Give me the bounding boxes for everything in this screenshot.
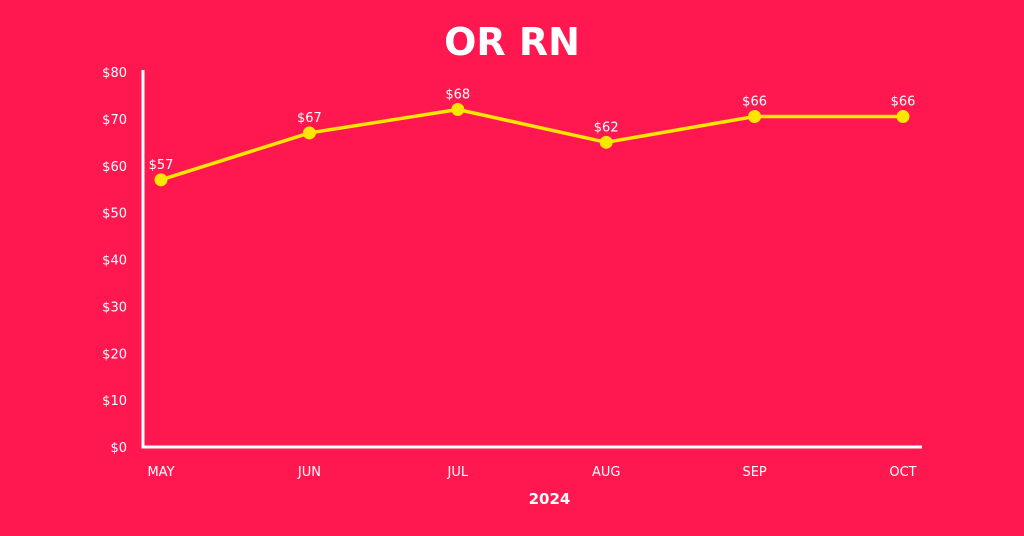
data-label: $68	[445, 88, 470, 103]
data-point	[302, 126, 316, 140]
data-label: $57	[149, 158, 174, 173]
chart-title: OR RN	[444, 20, 580, 64]
x-axis-ticks: MAY JUN JUL AUG SEP OCT	[147, 465, 916, 480]
x-tick-label: SEP	[742, 465, 766, 480]
data-point	[748, 110, 762, 124]
y-tick-label: $50	[102, 207, 127, 222]
x-axis-title: 2024	[529, 490, 571, 508]
data-point	[154, 173, 168, 187]
x-tick-label: JUN	[297, 465, 321, 480]
data-label: $67	[297, 111, 322, 126]
x-tick-label: JUL	[447, 465, 469, 480]
y-tick-label: $30	[102, 300, 127, 315]
data-label: $62	[594, 120, 619, 135]
y-tick-label: $40	[102, 254, 127, 269]
y-tick-label: $70	[102, 113, 127, 128]
y-tick-label: $80	[102, 66, 127, 81]
y-tick-label: $0	[110, 441, 127, 456]
data-label: $66	[742, 95, 767, 110]
y-tick-label: $10	[102, 394, 127, 409]
series-line	[159, 107, 905, 182]
series-layer: $57 $67 $68 $62 $66 $66	[149, 88, 916, 187]
data-label: $66	[891, 95, 916, 110]
y-axis-ticks: $0 $10 $20 $30 $40 $50 $60 $70 $80	[102, 66, 127, 456]
data-point	[451, 103, 465, 116]
y-tick-label: $20	[102, 347, 127, 362]
x-tick-label: MAY	[147, 465, 174, 480]
x-tick-label: OCT	[889, 465, 916, 480]
axes	[141, 70, 922, 449]
y-tick-label: $60	[102, 160, 127, 175]
data-point	[599, 135, 613, 149]
data-point	[896, 110, 910, 124]
x-tick-label: AUG	[592, 465, 620, 480]
